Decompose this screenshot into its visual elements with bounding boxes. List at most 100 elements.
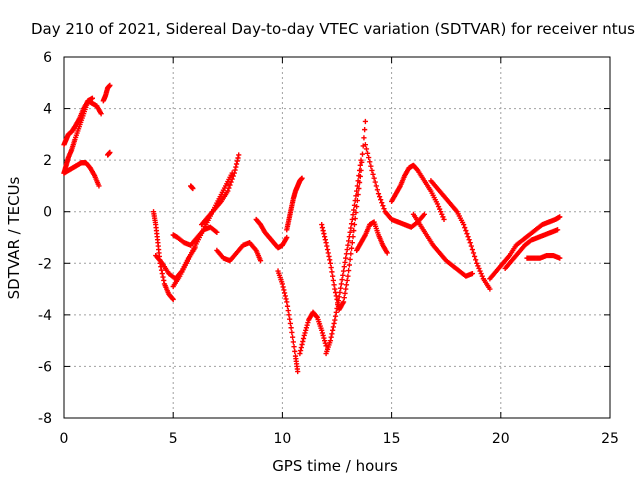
data-point xyxy=(341,295,347,301)
data-point xyxy=(371,175,377,181)
data-point xyxy=(331,282,337,288)
data-point xyxy=(324,243,330,249)
series-s25 xyxy=(502,227,561,272)
data-point xyxy=(557,214,563,220)
data-point xyxy=(333,309,339,315)
data-point xyxy=(229,176,235,182)
data-point xyxy=(319,330,326,336)
data-point xyxy=(347,256,353,263)
data-point xyxy=(338,281,344,287)
data-point xyxy=(477,268,483,274)
data-point xyxy=(333,293,339,299)
chart-title: Day 210 of 2021, Sidereal Day-to-day VTE… xyxy=(31,20,635,38)
series-s5 xyxy=(105,149,113,158)
data-point xyxy=(375,191,382,197)
data-point xyxy=(321,231,327,237)
series-s18 xyxy=(323,157,364,357)
data-point xyxy=(297,350,303,357)
data-point xyxy=(330,277,336,284)
data-point xyxy=(463,228,469,234)
data-point xyxy=(469,246,476,253)
y-tick-label: 6 xyxy=(43,50,52,66)
y-tick-label: -6 xyxy=(38,359,52,375)
data-point xyxy=(380,203,386,209)
data-point xyxy=(319,327,325,333)
data-point xyxy=(322,340,328,346)
data-point xyxy=(305,319,311,326)
data-point xyxy=(468,243,474,249)
data-point xyxy=(376,194,383,200)
data-point xyxy=(321,335,327,341)
data-point xyxy=(342,259,348,266)
data-point xyxy=(235,155,241,161)
y-tick-label: -2 xyxy=(38,256,52,272)
data-point xyxy=(214,229,220,235)
data-point xyxy=(469,271,476,277)
data-point xyxy=(462,225,468,231)
data-point xyxy=(282,293,288,299)
data-points xyxy=(61,82,563,375)
data-point xyxy=(303,325,310,331)
y-tick-label: 0 xyxy=(43,205,52,221)
data-point xyxy=(332,313,339,319)
series-s19 xyxy=(354,219,390,256)
data-point xyxy=(471,253,478,260)
y-tick-label: 2 xyxy=(43,153,52,169)
data-point xyxy=(356,173,362,179)
data-point xyxy=(373,183,379,189)
data-point xyxy=(289,334,296,340)
data-point xyxy=(281,287,287,293)
data-point xyxy=(98,111,104,117)
data-point xyxy=(322,237,328,243)
data-point xyxy=(290,339,296,345)
series-s12 xyxy=(214,240,264,264)
x-tick-label: 15 xyxy=(383,431,401,447)
x-tick-label: 20 xyxy=(492,431,510,447)
data-point xyxy=(332,317,338,323)
series-s10 xyxy=(188,183,196,192)
data-point xyxy=(439,211,445,217)
data-point xyxy=(287,320,294,327)
data-point xyxy=(284,303,291,309)
x-axis-label: GPS time / hours xyxy=(272,457,398,475)
data-point xyxy=(465,234,471,240)
data-point xyxy=(320,332,326,339)
series-s6 xyxy=(150,209,176,302)
data-point xyxy=(337,289,343,296)
data-point xyxy=(236,152,242,158)
data-point xyxy=(345,273,351,279)
data-point xyxy=(362,142,368,148)
data-point xyxy=(554,227,561,233)
data-point xyxy=(352,215,358,222)
data-point xyxy=(107,82,113,88)
x-tick-label: 5 xyxy=(169,431,178,447)
data-point xyxy=(343,282,350,288)
data-point xyxy=(304,322,310,328)
series-s9 xyxy=(170,224,220,248)
data-point xyxy=(335,298,342,304)
data-point xyxy=(354,183,360,189)
series-s23 xyxy=(428,178,493,292)
data-point xyxy=(344,277,350,284)
data-point xyxy=(441,216,447,223)
data-point xyxy=(352,197,358,204)
data-point xyxy=(227,182,233,188)
data-point xyxy=(384,250,390,256)
data-point xyxy=(233,161,240,167)
data-point xyxy=(346,238,352,244)
data-point xyxy=(302,330,308,336)
data-point xyxy=(319,222,325,228)
data-point xyxy=(340,272,346,278)
data-point xyxy=(343,286,349,292)
data-point xyxy=(478,271,484,277)
data-point xyxy=(347,229,353,235)
data-point xyxy=(320,228,326,234)
data-point xyxy=(354,188,360,194)
data-point xyxy=(341,264,347,270)
data-point xyxy=(557,255,563,261)
data-point xyxy=(362,127,368,133)
data-point xyxy=(225,188,231,194)
data-point xyxy=(332,286,338,292)
data-point xyxy=(329,269,335,275)
